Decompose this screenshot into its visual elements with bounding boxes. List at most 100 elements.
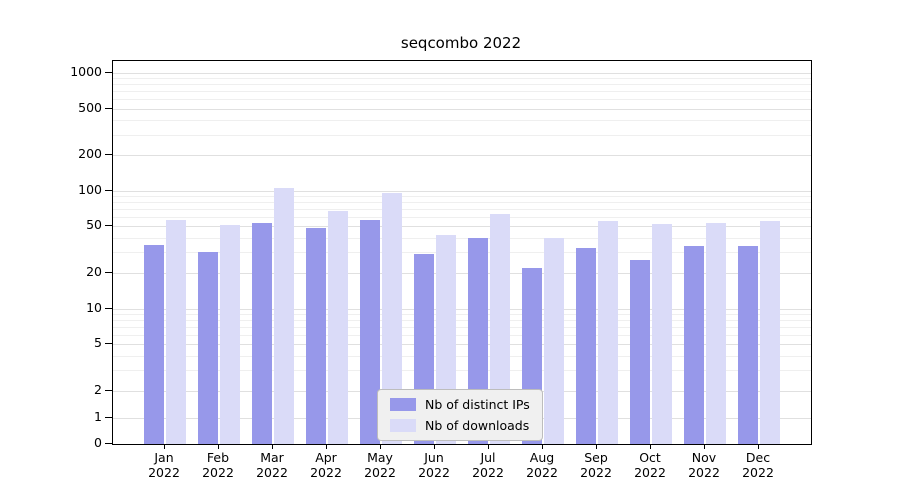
x-tick-mark	[380, 444, 381, 449]
y-tick-label: 20	[86, 264, 102, 280]
gridline	[113, 334, 811, 336]
plot-area: Nb of distinct IPs Nb of downloads	[112, 60, 812, 445]
gridline	[113, 78, 811, 80]
y-tick-mark	[105, 107, 112, 109]
bar-distinct-ips	[576, 247, 596, 444]
y-tick-mark	[105, 416, 112, 418]
gridline	[113, 196, 811, 198]
gridline	[113, 73, 811, 75]
gridline	[113, 273, 811, 275]
bar-distinct-ips	[144, 244, 164, 444]
gridline	[113, 84, 811, 86]
gridline	[113, 314, 811, 316]
y-tick-label: 1000	[70, 64, 102, 80]
legend: Nb of distinct IPs Nb of downloads	[377, 389, 543, 441]
bar-downloads	[220, 225, 240, 444]
y-tick-mark	[105, 154, 112, 156]
x-tick-mark	[488, 444, 489, 449]
y-tick-label: 10	[86, 299, 102, 315]
bar-distinct-ips	[630, 259, 650, 444]
y-tick-label: 200	[78, 146, 102, 162]
bar-distinct-ips	[684, 246, 704, 444]
chart-title: seqcombo 2022	[400, 34, 522, 52]
y-tick-mark	[105, 225, 112, 227]
x-tick-mark	[218, 444, 219, 449]
x-tick-mark	[542, 444, 543, 449]
x-tick-mark	[650, 444, 651, 449]
x-tick-label: Feb 2022	[202, 450, 234, 480]
gridline	[113, 134, 811, 136]
y-tick-label: 1	[94, 408, 102, 424]
gridline	[113, 119, 811, 121]
y-tick-mark	[105, 189, 112, 191]
gridline	[113, 99, 811, 101]
x-tick-mark	[596, 444, 597, 449]
y-tick-label: 2	[94, 382, 102, 397]
legend-item-downloads: Nb of downloads	[390, 418, 530, 433]
gridline	[113, 190, 811, 192]
gridline	[113, 202, 811, 204]
legend-swatch-downloads	[390, 419, 416, 432]
x-tick-mark	[434, 444, 435, 449]
y-tick-label: 100	[78, 181, 102, 197]
x-tick-mark	[164, 444, 165, 449]
x-tick-label: Oct 2022	[634, 450, 666, 480]
gridline	[113, 216, 811, 218]
gridline	[113, 355, 811, 357]
x-tick-label: May 2022	[364, 450, 396, 480]
y-tick-mark	[105, 72, 112, 74]
x-tick-mark	[758, 444, 759, 449]
legend-label-distinct-ips: Nb of distinct IPs	[425, 397, 530, 412]
gridline	[113, 237, 811, 239]
bar-downloads	[166, 219, 186, 444]
x-tick-label: Dec 2022	[742, 450, 774, 480]
gridline	[113, 155, 811, 157]
bar-downloads	[274, 188, 294, 444]
gridline	[113, 226, 811, 228]
y-tick-label: 500	[78, 99, 102, 115]
bar-downloads	[328, 210, 348, 444]
bar-distinct-ips	[360, 219, 380, 444]
gridline	[113, 320, 811, 322]
gridline	[113, 370, 811, 372]
bar-distinct-ips	[252, 223, 272, 444]
bar-downloads	[706, 223, 726, 444]
legend-swatch-distinct-ips	[390, 398, 416, 411]
bar-distinct-ips	[198, 252, 218, 444]
y-tick-mark	[105, 307, 112, 309]
y-tick-mark	[105, 343, 112, 345]
gridline	[113, 108, 811, 110]
bar-downloads	[382, 193, 402, 444]
x-tick-label: Jan 2022	[148, 450, 180, 480]
x-tick-label: Apr 2022	[310, 450, 342, 480]
y-tick-mark	[105, 272, 112, 274]
y-tick-label: 50	[86, 217, 102, 233]
y-tick-mark	[105, 443, 112, 444]
bar-downloads	[760, 221, 780, 444]
x-tick-label: Mar 2022	[256, 450, 288, 480]
gridline	[113, 344, 811, 346]
x-tick-mark	[272, 444, 273, 449]
y-tick-label: 5	[94, 335, 102, 351]
x-tick-label: Jun 2022	[418, 450, 450, 480]
legend-label-downloads: Nb of downloads	[425, 418, 530, 433]
bar-distinct-ips	[738, 246, 758, 444]
x-tick-label: Nov 2022	[688, 450, 720, 480]
x-tick-label: Sep 2022	[580, 450, 612, 480]
bar-downloads	[598, 220, 618, 444]
gridline	[113, 308, 811, 310]
bar-downloads	[490, 213, 510, 444]
legend-item-distinct-ips: Nb of distinct IPs	[390, 397, 530, 412]
gridline	[113, 209, 811, 211]
bar-downloads	[652, 224, 672, 444]
bar-distinct-ips	[306, 228, 326, 444]
gridline	[113, 326, 811, 328]
x-tick-mark	[704, 444, 705, 449]
x-tick-label: Aug 2022	[526, 450, 558, 480]
gridline	[113, 91, 811, 93]
gridline	[113, 252, 811, 254]
x-tick-mark	[326, 444, 327, 449]
y-tick-label: 0	[94, 435, 102, 450]
x-tick-label: Jul 2022	[472, 450, 504, 480]
